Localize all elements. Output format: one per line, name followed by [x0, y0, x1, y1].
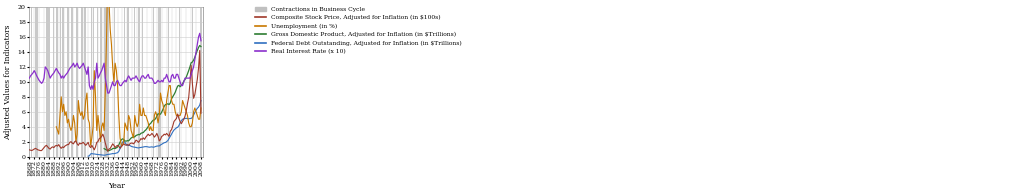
Y-axis label: Adjusted Values for Indicators: Adjusted Values for Indicators [4, 24, 12, 140]
Legend: Contractions in Business Cycle, Composite Stock Price, Adjusted for Inflation (i: Contractions in Business Cycle, Composit… [253, 4, 464, 57]
Bar [158, 7, 160, 157]
Bar [52, 7, 53, 157]
Bar [101, 7, 102, 157]
Bar [76, 7, 79, 157]
Bar [81, 7, 84, 157]
Bar [71, 7, 74, 157]
Bar [97, 7, 98, 157]
Bar [124, 7, 125, 157]
Bar [57, 7, 58, 157]
Bar [114, 7, 115, 157]
Bar [153, 7, 154, 157]
Bar [30, 7, 31, 157]
Bar [179, 7, 181, 157]
Bar [85, 7, 86, 157]
Bar [35, 7, 38, 157]
Bar [104, 7, 109, 157]
Bar [46, 7, 50, 157]
X-axis label: Year: Year [108, 182, 125, 190]
Bar [68, 7, 69, 157]
Bar [138, 7, 139, 157]
Bar [167, 7, 170, 157]
Bar [142, 7, 143, 157]
Bar [63, 7, 64, 157]
Bar [60, 7, 62, 157]
Bar [133, 7, 135, 157]
Bar [127, 7, 128, 157]
Bar [93, 7, 94, 157]
Bar [200, 7, 202, 157]
Bar [91, 7, 92, 157]
